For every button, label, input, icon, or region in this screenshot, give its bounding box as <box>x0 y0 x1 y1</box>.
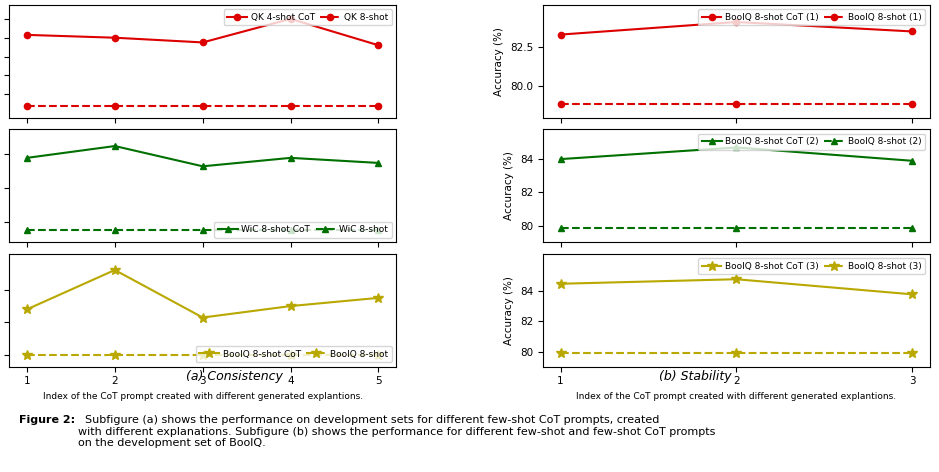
Line: BoolQ 8-shot (1): BoolQ 8-shot (1) <box>558 101 916 107</box>
Y-axis label: Accuracy (%): Accuracy (%) <box>495 27 504 96</box>
Text: Figure 2:: Figure 2: <box>19 415 75 425</box>
BoolQ 8-shot (3) <box>555 350 566 356</box>
BoolQ 8-shot <box>109 353 120 358</box>
QK 8-shot <box>373 103 384 109</box>
BoolQ 8-shot <box>197 353 208 358</box>
WiC 8-shot <box>373 228 384 233</box>
BoolQ 8-shot CoT <box>285 303 296 309</box>
BoolQ 8-shot CoT (3) <box>906 292 917 297</box>
Legend: BoolQ 8-shot CoT (2), BoolQ 8-shot (2): BoolQ 8-shot CoT (2), BoolQ 8-shot (2) <box>699 134 925 150</box>
Legend: BoolQ 8-shot CoT (3), BoolQ 8-shot (3): BoolQ 8-shot CoT (3), BoolQ 8-shot (3) <box>698 258 925 274</box>
Line: WiC 8-shot CoT: WiC 8-shot CoT <box>23 143 381 169</box>
Line: BoolQ 8-shot CoT (2): BoolQ 8-shot CoT (2) <box>558 144 916 164</box>
BoolQ 8-shot CoT (1) <box>555 32 566 37</box>
BoolQ 8-shot (1) <box>731 101 742 107</box>
Line: QK 4-shot CoT: QK 4-shot CoT <box>23 16 381 49</box>
QK 8-shot <box>109 103 120 109</box>
BoolQ 8-shot CoT <box>109 267 120 273</box>
WiC 8-shot <box>109 228 120 233</box>
QK 4-shot CoT <box>197 40 208 45</box>
BoolQ 8-shot (1) <box>906 101 917 107</box>
Line: QK 8-shot: QK 8-shot <box>23 102 381 109</box>
BoolQ 8-shot <box>22 353 33 358</box>
BoolQ 8-shot (2) <box>731 225 742 231</box>
Legend: BoolQ 8-shot CoT (1), BoolQ 8-shot (1): BoolQ 8-shot CoT (1), BoolQ 8-shot (1) <box>698 9 925 25</box>
BoolQ 8-shot (3) <box>906 350 917 356</box>
X-axis label: Index of the CoT prompt created with different generated explantions.: Index of the CoT prompt created with dif… <box>577 392 897 401</box>
BoolQ 8-shot CoT (3) <box>555 281 566 287</box>
BoolQ 8-shot CoT (3) <box>731 277 742 282</box>
BoolQ 8-shot CoT (2) <box>906 158 917 164</box>
Text: Subfigure (a) shows the performance on development sets for different few-shot C: Subfigure (a) shows the performance on d… <box>79 415 716 448</box>
Line: BoolQ 8-shot CoT (1): BoolQ 8-shot CoT (1) <box>558 19 916 38</box>
BoolQ 8-shot (1) <box>555 101 566 107</box>
QK 4-shot CoT <box>109 35 120 41</box>
QK 8-shot <box>285 103 296 109</box>
WiC 8-shot CoT <box>285 155 296 160</box>
Line: BoolQ 8-shot CoT: BoolQ 8-shot CoT <box>23 265 383 322</box>
Y-axis label: Accuracy (%): Accuracy (%) <box>504 276 515 345</box>
Y-axis label: Accuracy (%): Accuracy (%) <box>504 152 515 220</box>
WiC 8-shot <box>22 228 33 233</box>
QK 4-shot CoT <box>373 42 384 48</box>
X-axis label: Index of the CoT prompt created with different generated explantions.: Index of the CoT prompt created with dif… <box>42 392 362 401</box>
WiC 8-shot CoT <box>22 155 33 160</box>
Line: BoolQ 8-shot: BoolQ 8-shot <box>23 350 383 360</box>
Text: (b) Stability: (b) Stability <box>658 370 731 383</box>
BoolQ 8-shot (2) <box>906 225 917 231</box>
WiC 8-shot CoT <box>197 163 208 169</box>
BoolQ 8-shot CoT (2) <box>731 144 742 150</box>
BoolQ 8-shot <box>373 353 384 358</box>
WiC 8-shot <box>197 228 208 233</box>
BoolQ 8-shot CoT (1) <box>731 19 742 25</box>
BoolQ 8-shot CoT (2) <box>555 156 566 162</box>
WiC 8-shot CoT <box>373 160 384 166</box>
Legend: BoolQ 8-shot CoT, BoolQ 8-shot: BoolQ 8-shot CoT, BoolQ 8-shot <box>195 346 392 362</box>
Text: (a) Consistency: (a) Consistency <box>187 370 284 383</box>
BoolQ 8-shot CoT <box>22 306 33 312</box>
Legend: WiC 8-shot CoT, WiC 8-shot: WiC 8-shot CoT, WiC 8-shot <box>214 221 392 238</box>
Line: BoolQ 8-shot (3): BoolQ 8-shot (3) <box>556 348 916 358</box>
QK 8-shot <box>197 103 208 109</box>
WiC 8-shot CoT <box>109 143 120 149</box>
QK 4-shot CoT <box>285 16 296 22</box>
BoolQ 8-shot (2) <box>555 225 566 231</box>
Line: BoolQ 8-shot (2): BoolQ 8-shot (2) <box>558 225 916 231</box>
BoolQ 8-shot <box>285 353 296 358</box>
QK 4-shot CoT <box>22 32 33 38</box>
BoolQ 8-shot CoT (1) <box>906 29 917 34</box>
BoolQ 8-shot CoT <box>373 295 384 301</box>
BoolQ 8-shot (3) <box>731 350 742 356</box>
Line: WiC 8-shot: WiC 8-shot <box>23 228 381 234</box>
Line: BoolQ 8-shot CoT (3): BoolQ 8-shot CoT (3) <box>556 274 916 299</box>
Legend: QK 4-shot CoT, QK 8-shot: QK 4-shot CoT, QK 8-shot <box>223 9 392 25</box>
BoolQ 8-shot CoT <box>197 315 208 320</box>
WiC 8-shot <box>285 228 296 233</box>
QK 8-shot <box>22 103 33 109</box>
